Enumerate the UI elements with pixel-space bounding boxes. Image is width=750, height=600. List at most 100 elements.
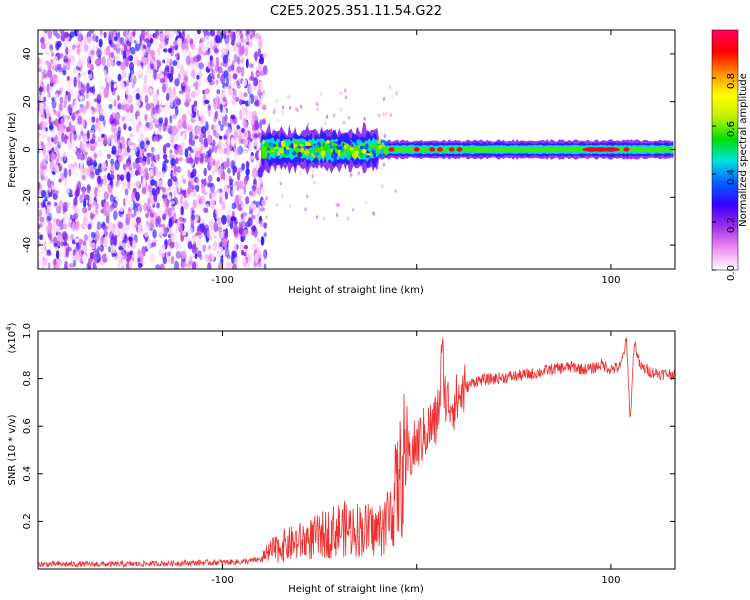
noise-blob: [46, 204, 51, 210]
noise-blob: [254, 51, 258, 62]
snr-scale-label: (x104): [5, 322, 18, 353]
noise-blob: [164, 64, 170, 71]
noise-blob: [216, 73, 221, 79]
noise-blob: [128, 236, 132, 242]
noise-blob: [67, 141, 73, 150]
signal-blob: [377, 139, 382, 144]
noise-blob: [238, 224, 244, 234]
noise-blob: [76, 73, 80, 81]
noise-blob: [243, 130, 247, 138]
noise-blob: [39, 234, 44, 240]
noise-blob: [190, 43, 196, 50]
snr-axis-ticks: -100 100 0.2 0.4 0.6 0.8 1.0: [22, 323, 675, 586]
noise-blob: [70, 74, 76, 80]
noise-blob: [249, 85, 253, 94]
noise-blob: [54, 263, 60, 269]
signal-blob: [330, 152, 337, 160]
noise-blob: [170, 65, 174, 76]
x-tick-label: 100: [601, 575, 620, 586]
noise-blob: [90, 129, 94, 135]
noise-blob: [47, 30, 53, 40]
signal-blob: [280, 147, 284, 154]
noise-blob: [119, 80, 125, 91]
noise-blob: [65, 247, 70, 258]
signal-blob: [304, 145, 311, 149]
spectrogram-signal-band: [261, 85, 674, 221]
signal-blob: [358, 152, 361, 158]
signal-blob: [319, 141, 324, 146]
outlier-blob: [275, 98, 278, 103]
outlier-blob: [295, 107, 298, 112]
noise-blob: [128, 260, 132, 269]
noise-blob: [172, 60, 178, 67]
noise-blob: [67, 91, 71, 103]
noise-blob: [211, 169, 216, 176]
noise-blob: [108, 103, 113, 110]
noise-blob: [77, 58, 82, 68]
noise-blob: [144, 94, 149, 104]
outlier-blob: [342, 120, 346, 125]
noise-blob: [238, 180, 245, 191]
noise-blob: [191, 261, 197, 269]
noise-blob: [38, 152, 41, 157]
noise-blob: [189, 192, 195, 198]
noise-blob: [112, 106, 118, 113]
noise-blob: [82, 243, 88, 253]
noise-blob: [46, 249, 51, 254]
noise-blob: [176, 59, 181, 70]
noise-blob: [259, 207, 266, 212]
noise-blob: [42, 84, 47, 94]
noise-blob: [169, 149, 173, 154]
noise-blob: [59, 157, 64, 167]
noise-blob: [101, 221, 106, 227]
noise-blob: [243, 252, 247, 257]
noise-blob: [125, 87, 131, 96]
noise-blob: [230, 216, 237, 222]
noise-blob: [263, 263, 267, 269]
noise-blob: [142, 44, 147, 50]
noise-blob: [39, 169, 45, 177]
noise-blob: [240, 213, 244, 220]
noise-blob: [116, 120, 120, 126]
noise-blob: [155, 238, 162, 247]
noise-blob: [233, 147, 237, 155]
outlier-blob: [346, 216, 350, 221]
noise-blob: [150, 179, 156, 186]
noise-blob: [131, 75, 137, 86]
noise-blob: [68, 106, 73, 114]
noise-blob: [49, 161, 55, 171]
noise-blob: [95, 35, 99, 43]
noise-blob: [177, 182, 182, 189]
noise-blob: [191, 213, 196, 221]
noise-blob: [150, 146, 155, 153]
signal-blob: [271, 150, 276, 153]
y-tick-label: 40: [22, 48, 33, 61]
noise-blob: [241, 163, 246, 171]
noise-blob: [212, 129, 216, 136]
noise-blob: [208, 218, 215, 228]
noise-blob: [187, 186, 192, 194]
noise-blob: [245, 72, 250, 80]
noise-blob: [135, 216, 142, 224]
colorbar-tick-label: 0.6: [726, 121, 737, 137]
noise-blob: [209, 55, 213, 61]
noise-blob: [188, 121, 193, 127]
noise-blob: [61, 231, 67, 236]
noise-blob: [202, 30, 208, 35]
noise-blob: [191, 244, 197, 254]
noise-blob: [142, 177, 147, 187]
noise-blob: [103, 229, 108, 236]
colorbar-label: Normalized spectral amplitude: [738, 73, 749, 227]
colorbar-tick-label: 0.8: [726, 73, 737, 89]
outlier-blob: [316, 102, 319, 107]
noise-blob: [233, 224, 238, 236]
noise-blob: [83, 198, 87, 210]
noise-blob: [63, 133, 68, 145]
noise-blob: [100, 73, 104, 84]
noise-blob: [221, 161, 228, 170]
noise-blob: [143, 198, 147, 204]
noise-blob: [180, 205, 184, 216]
signal-blob: [361, 148, 367, 154]
signal-blob: [280, 140, 286, 147]
outlier-blob: [381, 184, 384, 189]
